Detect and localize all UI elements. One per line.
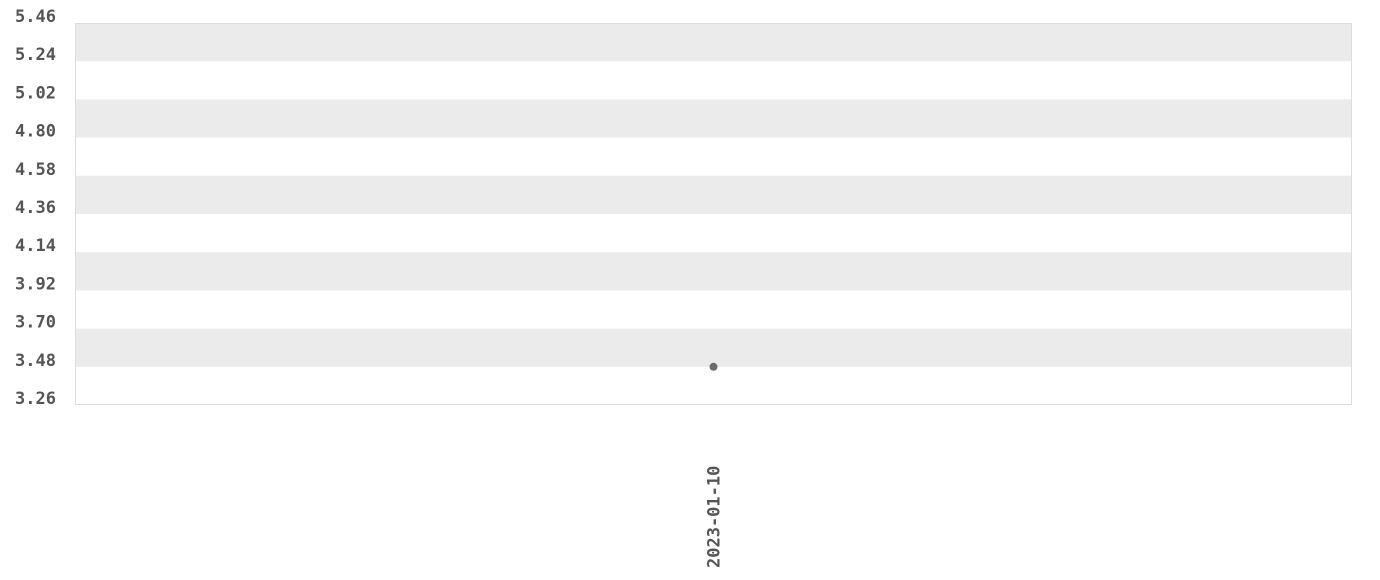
y-tick-label: 3.26 (15, 389, 56, 409)
y-tick-label: 4.58 (15, 160, 56, 180)
y-tick-label: 3.48 (15, 351, 56, 371)
y-tick-label: 3.70 (15, 313, 56, 333)
y-tick-label: 4.36 (15, 198, 56, 218)
y-tick-label: 5.46 (15, 7, 56, 27)
grid-band (75, 23, 1352, 62)
x-tick-label: 2023-01-10 (705, 466, 725, 568)
plot-border (75, 23, 1352, 405)
data-point (709, 362, 718, 371)
y-tick-label: 3.92 (15, 274, 56, 294)
y-tick-label: 5.02 (15, 83, 56, 103)
y-tick-label: 4.14 (15, 236, 56, 256)
grid-band (75, 175, 1352, 214)
grid-band (75, 252, 1352, 291)
y-tick-label: 4.80 (15, 122, 56, 142)
y-tick-label: 5.24 (15, 45, 56, 65)
grid-band (75, 328, 1352, 367)
grid-band (75, 99, 1352, 138)
